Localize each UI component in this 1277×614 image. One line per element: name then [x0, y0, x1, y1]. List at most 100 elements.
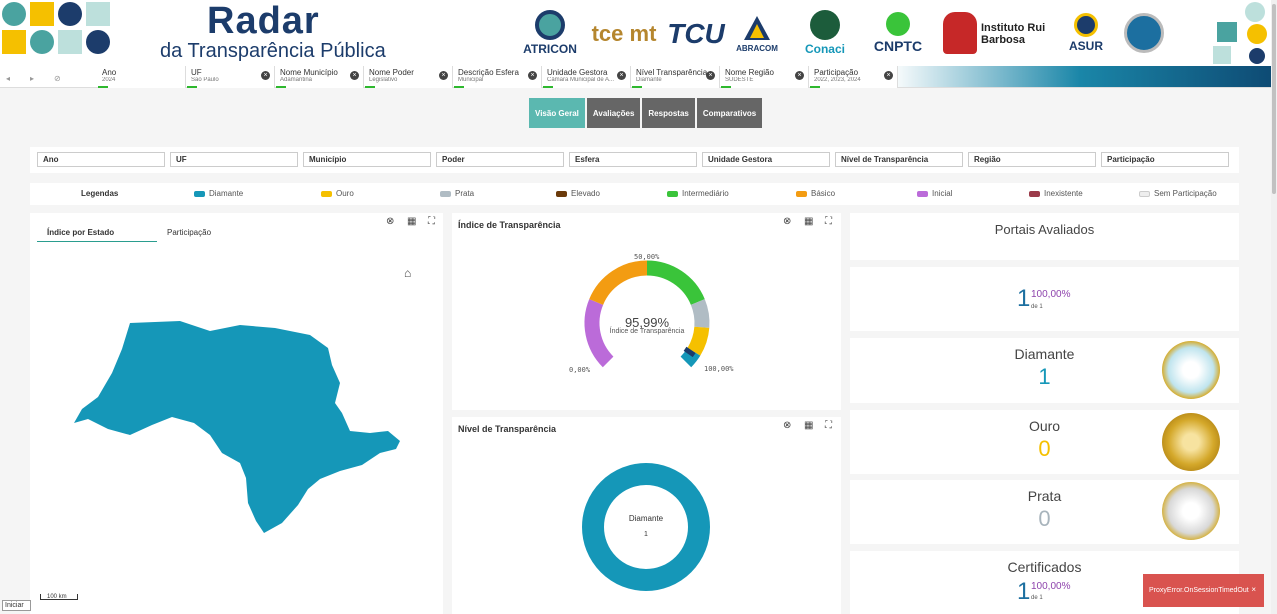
filter-chip[interactable]: Nome Município Adamantina × — [276, 66, 364, 88]
atricon-logo-icon — [535, 10, 565, 40]
tab-visao-geral[interactable]: Visão Geral — [529, 98, 585, 128]
gauge-value-label: Índice de Transparência — [609, 328, 685, 335]
active-tab-underline — [37, 241, 157, 242]
legend-swatch — [194, 190, 205, 197]
gauge-band — [690, 299, 710, 328]
filter-select[interactable]: Nível de Transparência — [835, 152, 963, 167]
filter-chip-name: UF — [191, 68, 202, 77]
table-view-icon[interactable]: ▦ — [407, 216, 417, 227]
legend-row: Legendas Diamante Ouro Prata Elevado Interme… — [30, 183, 1239, 205]
legend-swatch — [1139, 190, 1150, 197]
tab-avaliacoes[interactable]: Avaliações — [586, 98, 641, 128]
step-back-icon[interactable]: ◂ — [6, 74, 11, 83]
tab-indice-por-estado[interactable]: Índice por Estado — [47, 228, 115, 237]
state-map-sao-paulo[interactable] — [70, 313, 410, 538]
table-view-icon[interactable]: ▦ — [804, 420, 814, 431]
legend-swatch — [321, 190, 332, 197]
close-icon[interactable]: ⊗ — [783, 420, 792, 431]
legend-swatch — [667, 190, 678, 197]
gauge-min-label: 0,00% — [569, 366, 591, 374]
partner-tcu: TCU — [667, 8, 725, 58]
scrollbar-track[interactable] — [1271, 0, 1277, 614]
clear-all-icon[interactable]: ⊘ — [54, 74, 61, 83]
home-icon[interactable]: ⌂ — [404, 266, 412, 280]
filter-select[interactable]: Ano — [37, 152, 165, 167]
decorative-pattern-left — [2, 2, 110, 54]
ouro-label: Ouro — [1028, 418, 1061, 434]
filter-chip-value: São Paulo — [191, 77, 219, 83]
tab-respostas[interactable]: Respostas — [642, 98, 695, 128]
filter-chip[interactable]: Participação 2022, 2023, 2024 × — [810, 66, 898, 88]
legend-swatch — [917, 190, 928, 197]
filter-select[interactable]: Esfera — [569, 152, 697, 167]
toast-close-icon[interactable]: × — [1251, 585, 1256, 594]
filter-chip-indicator — [810, 86, 820, 88]
map-scale-bar — [40, 594, 78, 600]
tab-participacao[interactable]: Participação — [167, 228, 212, 237]
filter-select[interactable]: Poder — [436, 152, 564, 167]
filter-chip-indicator — [543, 86, 553, 88]
fullscreen-icon[interactable]: ⛶ — [825, 420, 832, 431]
legend-item: Prata — [440, 189, 474, 198]
gauge-title: Índice de Transparência — [458, 220, 561, 230]
tcu-logo-icon: TCU — [667, 18, 725, 49]
filter-chip-indicator — [98, 86, 108, 88]
gauge-mid-label: 50,00% — [634, 253, 660, 261]
filter-select[interactable]: Unidade Gestora — [702, 152, 830, 167]
filter-select[interactable]: Região — [968, 152, 1096, 167]
partner-atricon: ATRICON — [523, 8, 577, 58]
gauge-needle — [683, 346, 696, 358]
partner-tce-mt: tce mt — [591, 8, 657, 58]
diamante-medal-icon — [1162, 341, 1220, 399]
donut-segment-diamante[interactable] — [582, 463, 710, 591]
filter-chip[interactable]: Nome Poder Legislativo × — [365, 66, 453, 88]
filter-chip-indicator — [276, 86, 286, 88]
filter-clear-icon[interactable]: × — [795, 71, 804, 80]
fullscreen-icon[interactable]: ⛶ — [428, 216, 435, 227]
filter-chip[interactable]: Descrição Esfera Municipal × — [454, 66, 542, 88]
filter-chip-name: Nível Transparência — [636, 68, 708, 77]
gauge-panel: Índice de Transparência ⊗ ▦ ⛶ 95,99% Índ… — [452, 213, 841, 410]
diamante-value: 1 — [1038, 364, 1051, 389]
filter-select[interactable]: UF — [170, 152, 298, 167]
filter-clear-icon[interactable]: × — [350, 71, 359, 80]
filter-select[interactable]: Participação — [1101, 152, 1229, 167]
filter-chip[interactable]: Nível Transparência Diamante × — [632, 66, 720, 88]
filter-clear-icon[interactable]: × — [439, 71, 448, 80]
partner-conaci: Conaci — [796, 8, 854, 58]
app-title: Radar — [207, 0, 320, 42]
prata-label: Prata — [1027, 488, 1062, 504]
scrollbar-thumb[interactable] — [1272, 4, 1276, 194]
filter-clear-icon[interactable]: × — [261, 71, 270, 80]
conaci-logo-icon — [810, 10, 840, 40]
close-icon[interactable]: ⊗ — [386, 216, 395, 227]
legend-item: Elevado — [556, 189, 600, 198]
filter-chip-value: Adamantina — [280, 77, 313, 83]
filter-chip-name: Nome Município — [280, 68, 338, 77]
step-forward-icon[interactable]: ▸ — [30, 74, 35, 83]
legend-swatch — [796, 190, 807, 197]
donut-segment-value: 1 — [644, 531, 648, 538]
filter-select[interactable]: Município — [303, 152, 431, 167]
filter-chip[interactable]: Unidade Gestora Câmara Municipal de A... × — [543, 66, 631, 88]
transparency-gauge[interactable] — [572, 253, 722, 383]
tce-mt-logo-icon: tce mt — [591, 21, 657, 46]
table-view-icon[interactable]: ▦ — [804, 216, 814, 227]
close-icon[interactable]: ⊗ — [783, 216, 792, 227]
legend-item: Inexistente — [1029, 189, 1083, 198]
tab-comparativos[interactable]: Comparativos — [696, 98, 763, 128]
filter-chip-name: Descrição Esfera — [458, 68, 519, 77]
filter-chip[interactable]: UF São Paulo × — [187, 66, 275, 88]
start-button[interactable]: Iniciar — [2, 600, 31, 611]
certificados-pct: 100,00% — [1031, 581, 1071, 592]
filter-clear-icon[interactable]: × — [528, 71, 537, 80]
filter-chip[interactable]: Nome Região SUDESTE × — [721, 66, 809, 88]
filter-chip[interactable]: Ano 2024 — [98, 66, 186, 88]
cnptc-logo-icon — [886, 12, 910, 36]
filter-clear-icon[interactable]: × — [706, 71, 715, 80]
legend-item: Intermediário — [667, 189, 729, 198]
transparency-level-donut[interactable] — [580, 461, 712, 593]
filter-clear-icon[interactable]: × — [884, 71, 893, 80]
fullscreen-icon[interactable]: ⛶ — [825, 216, 832, 227]
filter-clear-icon[interactable]: × — [617, 71, 626, 80]
